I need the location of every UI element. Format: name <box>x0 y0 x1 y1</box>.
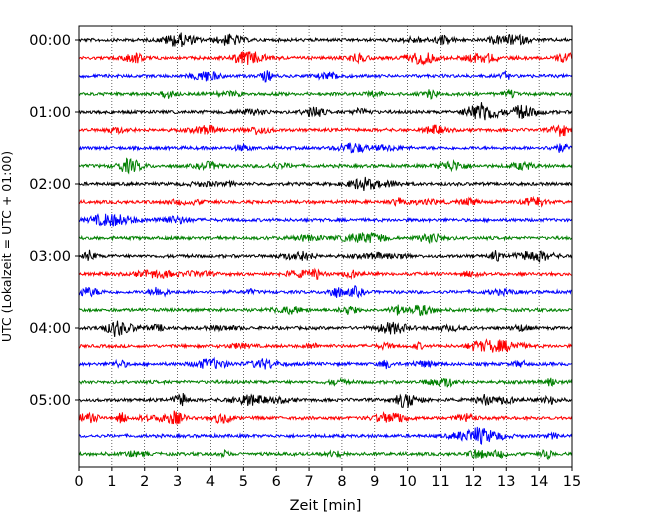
trace-01:15 <box>78 124 573 137</box>
trace-03:00 <box>78 249 573 263</box>
y-tick-label-04:00: 04:00 <box>29 321 71 337</box>
trace-03:30 <box>78 285 572 299</box>
x-tick-label-10: 10 <box>398 474 416 490</box>
x-tick-label-12: 12 <box>464 474 482 490</box>
trace-02:45 <box>78 232 573 245</box>
y-axis-label: UTC (Lokalzeit = UTC + 01:00) <box>0 151 14 342</box>
x-tick-label-3: 3 <box>173 474 182 490</box>
x-tick-label-5: 5 <box>239 474 248 490</box>
trace-04:30 <box>78 356 573 370</box>
y-tick-label-00:00: 00:00 <box>29 33 71 49</box>
trace-01:45 <box>78 157 573 175</box>
trace-04:15 <box>78 338 573 353</box>
x-tick-label-15: 15 <box>563 474 581 490</box>
trace-00:30 <box>78 69 573 83</box>
trace-04:00 <box>78 320 573 337</box>
trace-05:45 <box>78 449 573 461</box>
y-tick-label-05:00: 05:00 <box>29 393 71 409</box>
y-tick-label-02:00: 02:00 <box>29 177 71 193</box>
x-tick-label-8: 8 <box>337 474 346 490</box>
trace-05:00 <box>78 392 573 408</box>
trace-00:00 <box>79 32 573 48</box>
seismogram-traces <box>78 32 573 461</box>
x-tick-label-4: 4 <box>206 474 215 490</box>
trace-05:15 <box>78 410 573 425</box>
trace-00:45 <box>78 89 573 100</box>
x-tick-label-1: 1 <box>107 474 116 490</box>
trace-04:45 <box>78 377 573 388</box>
x-axis-ticks: 0 1 2 3 4 5 6 7 8 9 10 11 12 13 14 15 <box>74 467 581 490</box>
x-tick-label-0: 0 <box>74 474 83 490</box>
trace-03:15 <box>78 267 573 280</box>
y-tick-label-01:00: 01:00 <box>29 105 71 121</box>
x-axis-label: Zeit [min] <box>290 498 362 514</box>
x-tick-label-2: 2 <box>140 474 149 490</box>
trace-02:15 <box>78 195 573 208</box>
x-tick-label-9: 9 <box>370 474 379 490</box>
trace-00:15 <box>78 51 573 66</box>
x-tick-label-11: 11 <box>431 474 449 490</box>
y-tick-label-03:00: 03:00 <box>29 249 71 265</box>
trace-02:00 <box>78 176 573 191</box>
plot-frame <box>78 25 573 468</box>
trace-03:45 <box>78 304 572 317</box>
trace-05:30 <box>78 426 573 445</box>
trace-02:30 <box>78 213 573 227</box>
x-tick-label-14: 14 <box>530 474 548 490</box>
x-tick-label-6: 6 <box>272 474 281 490</box>
x-tick-label-7: 7 <box>304 474 313 490</box>
trace-01:30 <box>78 142 573 154</box>
y-axis-ticks: 00:00 01:00 02:00 03:00 04:00 05:00 <box>29 33 79 409</box>
trace-01:00 <box>78 102 573 121</box>
x-tick-label-13: 13 <box>497 474 515 490</box>
